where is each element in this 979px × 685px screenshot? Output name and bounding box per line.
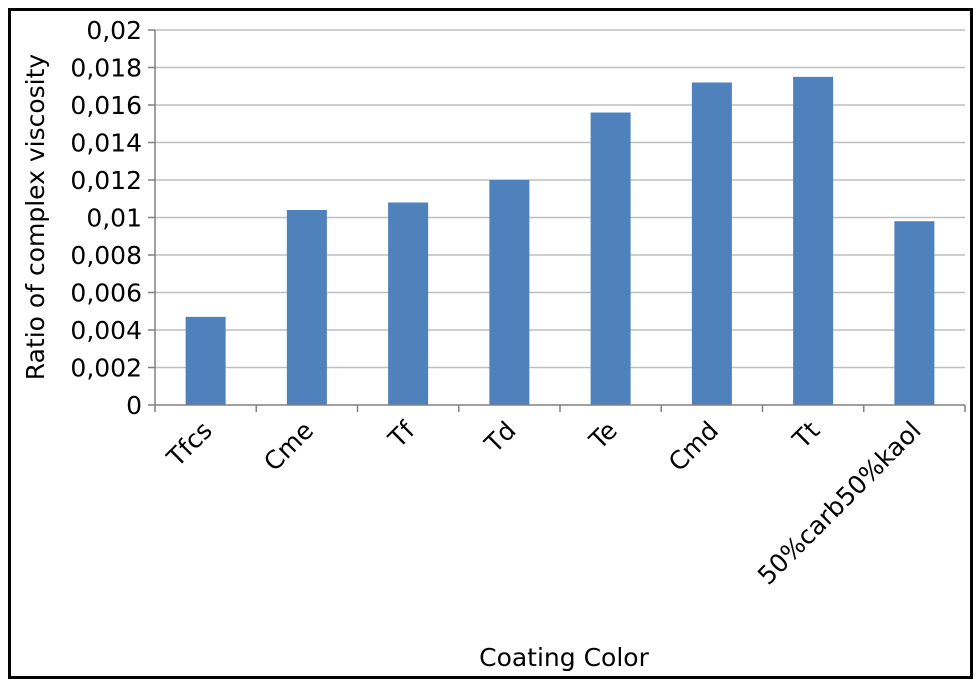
y-tick-label: 0,012	[70, 166, 142, 195]
y-tick-label: 0,008	[70, 241, 142, 270]
bar-Tfcs	[185, 316, 226, 405]
x-axis-label: Coating Color	[479, 643, 649, 672]
y-tick-label: 0,002	[70, 354, 142, 383]
y-axis-label: Ratio of complex viscosity	[21, 54, 50, 381]
bar-Tf	[388, 202, 429, 405]
y-tick-label: 0,01	[86, 204, 142, 233]
x-tick-label: Cmd	[663, 416, 724, 477]
x-tick-label: Cme	[258, 416, 319, 477]
bar-Te	[590, 112, 631, 405]
bar-Td	[489, 180, 530, 405]
y-tick-label: 0,02	[86, 16, 142, 45]
axes	[148, 29, 966, 412]
bar-Tt	[793, 76, 834, 405]
x-tick-label: Tfcs	[161, 416, 218, 473]
x-tick-label: Td	[478, 416, 521, 459]
y-tick-label: 0,004	[70, 316, 142, 345]
y-tick-label: 0,006	[70, 279, 142, 308]
y-tick-label: 0,018	[70, 54, 142, 83]
y-tick-label: 0,014	[70, 129, 142, 158]
x-tick-label: Tt	[786, 416, 825, 455]
y-tick-labels: 0 0,002 0,004 0,006 0,008 0,01 0,012 0,014 0,016…	[70, 16, 142, 420]
bar-50%carb50%kaol	[894, 221, 935, 405]
bar-Cme	[286, 210, 327, 405]
x-tick-label: 50%carb50%kaol	[752, 416, 927, 591]
x-tick-label: Tf	[382, 415, 421, 454]
bars	[185, 76, 935, 405]
y-tick-label: 0	[126, 391, 142, 420]
bar-Cmd	[691, 82, 732, 405]
gridlines	[155, 29, 965, 369]
x-tick-label: Te	[583, 416, 623, 456]
y-tick-label: 0,016	[70, 91, 142, 120]
